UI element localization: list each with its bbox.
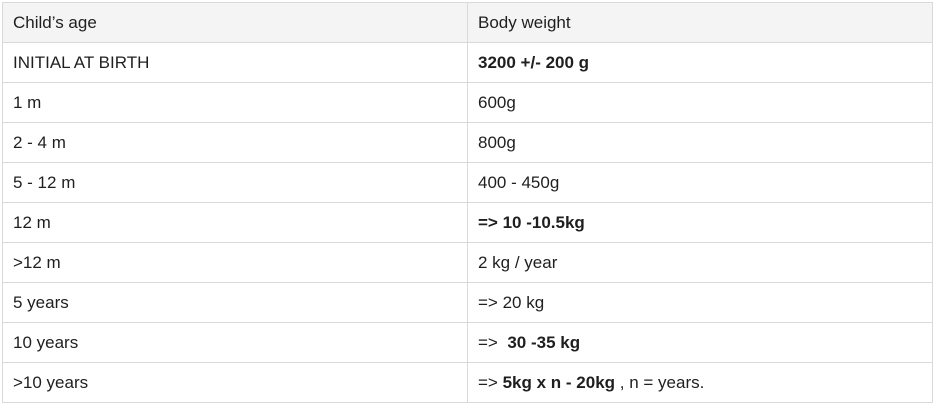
table-row: >12 m 2 kg / year (2, 242, 933, 283)
weight-text: 400 - 450g (478, 172, 560, 192)
weight-text: => (478, 332, 503, 352)
weight-text: 3200 +/- 200 g (478, 52, 590, 72)
weight-cell: 600g (467, 82, 933, 123)
table-row: INITIAL AT BIRTH 3200 +/- 200 g (2, 42, 933, 83)
weight-cell: => 10 -10.5kg (467, 202, 933, 243)
age-cell: 2 - 4 m (2, 122, 468, 163)
weight-cell: 400 - 450g (467, 162, 933, 203)
weight-cell: => 20 kg (467, 282, 933, 323)
table-row: 1 m 600g (2, 82, 933, 123)
weight-text: => (478, 372, 503, 392)
header-childs-age: Child’s age (2, 2, 468, 43)
table-row: 5 years => 20 kg (2, 282, 933, 323)
weight-text: 800g (478, 132, 516, 152)
age-cell: 12 m (2, 202, 468, 243)
weight-text: 5kg x n - 20kg (502, 372, 616, 392)
age-cell: >10 years (2, 362, 468, 403)
weight-cell: => 30 -35 kg (467, 322, 933, 363)
age-cell: INITIAL AT BIRTH (2, 42, 468, 83)
weight-cell: 2 kg / year (467, 242, 933, 283)
weight-table: Child’s age Body weight INITIAL AT BIRTH… (2, 2, 933, 403)
table-row: 2 - 4 m 800g (2, 122, 933, 163)
header-body-weight: Body weight (467, 2, 933, 43)
weight-cell: 800g (467, 122, 933, 163)
age-cell: 1 m (2, 82, 468, 123)
table-body: INITIAL AT BIRTH 3200 +/- 200 g 1 m 600g 2 -… (2, 42, 933, 403)
weight-text: , n = years. (615, 372, 705, 392)
age-cell: >12 m (2, 242, 468, 283)
table-row: >10 years => 5kg x n - 20kg , n = years. (2, 362, 933, 403)
age-cell: 5 - 12 m (2, 162, 468, 203)
table-row: 12 m => 10 -10.5kg (2, 202, 933, 243)
weight-cell: 3200 +/- 200 g (467, 42, 933, 83)
weight-cell: => 5kg x n - 20kg , n = years. (467, 362, 933, 403)
weight-text: 600g (478, 92, 516, 112)
weight-text: => 20 kg (478, 292, 545, 312)
age-cell: 5 years (2, 282, 468, 323)
table-row: 5 - 12 m 400 - 450g (2, 162, 933, 203)
weight-text: 2 kg / year (478, 252, 558, 272)
age-cell: 10 years (2, 322, 468, 363)
weight-text: 30 -35 kg (502, 332, 581, 352)
weight-text: => 10 -10.5kg (478, 212, 585, 232)
table-row: 10 years => 30 -35 kg (2, 322, 933, 363)
table-header-row: Child’s age Body weight (2, 2, 933, 43)
